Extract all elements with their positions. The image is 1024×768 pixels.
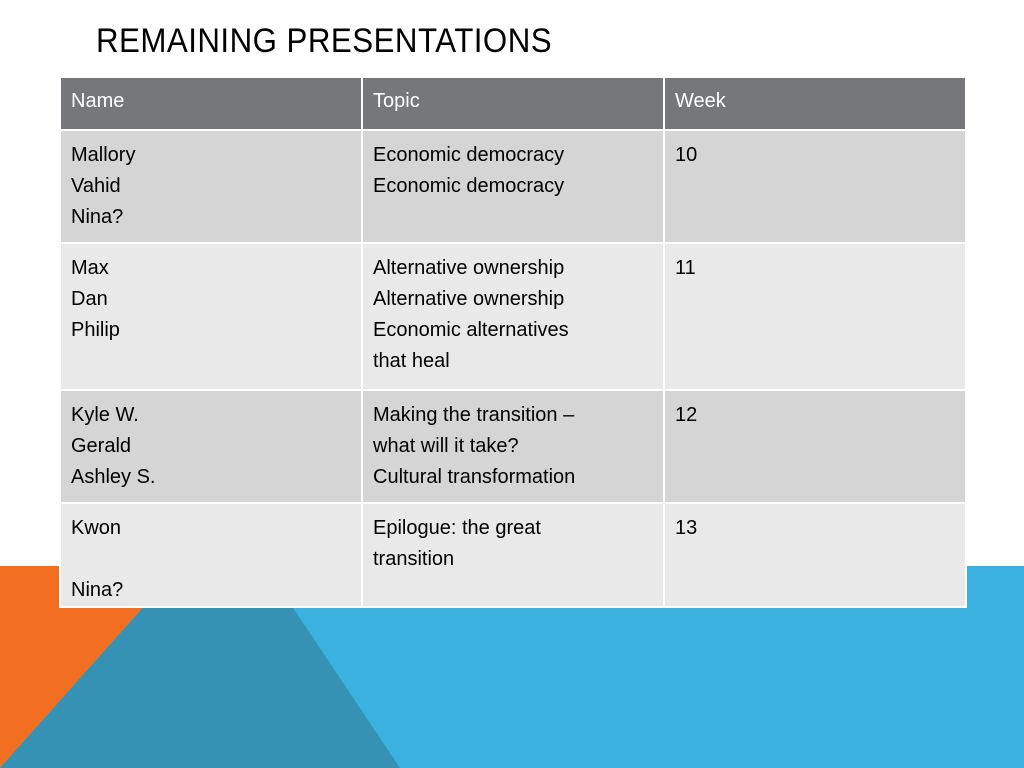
presenter-name: Vahid (71, 175, 121, 197)
table-header-row: Name Topic Week (59, 76, 967, 131)
presenter-name: Dan (71, 288, 108, 310)
topic-line: Making the transition – (373, 404, 575, 426)
header-week: Week (663, 76, 967, 131)
week-number: 12 (675, 404, 698, 426)
week-cell: 12 (663, 389, 967, 504)
week-cell: 13 (663, 502, 967, 608)
topic-line: what will it take? (373, 435, 519, 457)
presenter-name-blank (71, 544, 351, 575)
presenter-name: Nina? (71, 579, 124, 601)
topic-line: that heal (373, 350, 450, 372)
name-cell: Mallory Vahid Nina? (59, 129, 363, 244)
header-name: Name (59, 76, 363, 131)
name-cell: Max Dan Philip (59, 242, 363, 391)
topic-line: Epilogue: the great (373, 517, 541, 539)
dark-blue-triangle-shape (0, 566, 400, 768)
week-number: 10 (675, 144, 698, 166)
presenter-name: Ashley S. (71, 466, 156, 488)
topic-line: transition (373, 548, 455, 570)
week-cell: 10 (663, 129, 967, 244)
table-row: Kwon Nina? Epilogue: the great transitio… (59, 502, 967, 608)
presenter-name: Kwon (71, 517, 122, 539)
slide-title: REMAINING PRESENTATIONS (96, 22, 553, 60)
presenter-name: Gerald (71, 435, 132, 457)
topic-cell: Alternative ownership Alternative owners… (361, 242, 665, 391)
topic-line: Economic democracy (373, 144, 565, 166)
presenter-name: Philip (71, 319, 120, 341)
name-cell: Kwon Nina? (59, 502, 363, 608)
topic-cell: Economic democracy Economic democracy (361, 129, 665, 244)
topic-line: Cultural transformation (373, 466, 576, 488)
presenter-name: Mallory (71, 144, 136, 166)
topic-cell: Epilogue: the great transition (361, 502, 665, 608)
topic-line: Economic democracy (373, 175, 565, 197)
presenter-name: Max (71, 257, 109, 279)
week-number: 13 (675, 517, 698, 539)
topic-line: Alternative ownership (373, 257, 565, 279)
presentation-schedule-table: Name Topic Week Mallory Vahid Nina? Econ… (59, 76, 967, 608)
table-row: Max Dan Philip Alternative ownership Alt… (59, 242, 967, 391)
table-row: Kyle W. Gerald Ashley S. Making the tran… (59, 389, 967, 504)
presenter-name: Nina? (71, 206, 124, 228)
header-topic: Topic (361, 76, 665, 131)
topic-line: Economic alternatives (373, 319, 569, 341)
week-cell: 11 (663, 242, 967, 391)
week-number: 11 (675, 257, 696, 279)
table-row: Mallory Vahid Nina? Economic democracy E… (59, 129, 967, 244)
topic-cell: Making the transition – what will it tak… (361, 389, 665, 504)
name-cell: Kyle W. Gerald Ashley S. (59, 389, 363, 504)
presenter-name: Kyle W. (71, 404, 139, 426)
topic-line: Alternative ownership (373, 288, 565, 310)
